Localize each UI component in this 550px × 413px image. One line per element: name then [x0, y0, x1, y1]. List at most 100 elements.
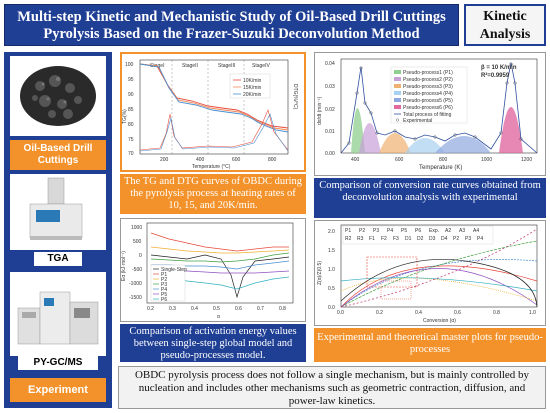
experimental-points	[347, 62, 523, 145]
tg-dtg-chart: StageI StageII StageIII StageIV 10K/min …	[120, 52, 306, 172]
tg-xlabel: Temperature (°C)	[192, 164, 231, 170]
kinetic-analysis-badge: Kinetic Analysis	[464, 4, 546, 46]
ea-legend-single: Single-Step	[161, 267, 187, 273]
ea-xtick-04: 0.4	[191, 306, 198, 312]
ea-p2	[150, 246, 290, 254]
ea-xtick-07: 0.7	[257, 306, 264, 312]
ea-p3	[150, 252, 290, 263]
mp-legend-f2: F2	[381, 236, 387, 242]
ea-legend-p1: P1	[161, 272, 167, 278]
tga-label: TGA	[34, 252, 82, 266]
deconv-ytick-001: 0.01	[325, 129, 335, 135]
mp-legend-p2: P2	[359, 228, 365, 234]
mp-legend-f1: F1	[369, 236, 375, 242]
dtg-curve-20	[139, 113, 289, 152]
mp-legend-r2: R2	[345, 236, 352, 242]
mp-xtick-06: 0.6	[454, 310, 461, 316]
mp-xtick-10: 1.0	[529, 310, 536, 316]
ea-legend-p2: P2	[161, 277, 167, 283]
deconv-legend-total: Total process of fitting	[403, 112, 452, 118]
tg-xtick-800: 800	[268, 157, 277, 163]
pygcms-card	[10, 272, 106, 356]
deconv-legend-p5: Pseudo-process5 (P5)	[403, 98, 453, 104]
deconv-legend-p6: Pseudo-process6 (P6)	[403, 105, 453, 111]
master-plots-chart: P1 P2 P3 P4 P5 P6 Exp. A2 A3 A4 R2 R3 F1…	[314, 220, 546, 326]
mp-legend-pw3: P3	[465, 236, 471, 242]
tg-ytick-90: 90	[128, 92, 134, 98]
deconv-ytick-003: 0.03	[325, 84, 335, 90]
ea-legend-p5: P5	[161, 292, 167, 298]
ea-xtick-05: 0.5	[213, 306, 220, 312]
title-banner: Multi-step Kinetic and Mechanistic Study…	[4, 4, 459, 46]
tg-curve-20	[139, 63, 289, 133]
ea-ytick-n500: -500	[132, 267, 142, 273]
tg-ytick-85: 85	[128, 107, 134, 113]
mp-legend-d3: D3	[429, 236, 436, 242]
tg-legend-15: 15K/min	[243, 85, 262, 91]
mp-xtick-04: 0.4	[415, 310, 422, 316]
mp-legend-exp: Exp.	[429, 228, 439, 234]
deconv-r2: R²=0.9959	[481, 72, 510, 79]
mp-legend-p5: P5	[401, 228, 407, 234]
tg-dtg-plot: StageI StageII StageIII StageIV 10K/min …	[122, 59, 298, 170]
mp-xtick-02: 0.2	[376, 310, 383, 316]
ea-legend-p4: P4	[161, 287, 167, 293]
mp-legend-p6: P6	[415, 228, 421, 234]
stage-3-label: StageIII	[218, 63, 235, 69]
mp-legend-d2: D2	[417, 236, 424, 242]
tga-card	[10, 174, 106, 250]
deconv-ylabel: dα/dt (min⁻¹)	[317, 96, 323, 125]
ea-ytick-n1000: -1000	[129, 281, 142, 287]
deconv-xtick-1200: 1200	[521, 157, 532, 163]
mp-ytick-00: 0.0	[328, 305, 335, 311]
deconv-ytick-004: 0.04	[325, 61, 335, 67]
ea-legend-p6: P6	[161, 297, 167, 303]
mp-legend-r3: R3	[357, 236, 364, 242]
mp-legend-p4: P4	[387, 228, 393, 234]
deconv-xtick-1000: 1000	[481, 157, 492, 163]
ea-single-step	[150, 254, 290, 299]
mp-xtick-00: 0.0	[337, 310, 344, 316]
deconv-beta: β = 10 K/min	[481, 65, 517, 71]
master-plots-plot: P1 P2 P3 P4 P5 P6 Exp. A2 A3 A4 R2 R3 F1…	[317, 224, 538, 324]
deconv-legend-p4: Pseudo-process4 (P4)	[403, 91, 453, 97]
mp-ytick-05: 0.5	[328, 286, 335, 292]
deconv-caption: Comparison of conversion rate curves obt…	[314, 178, 546, 218]
ea-ytick-0: 0	[139, 253, 142, 259]
ea-ylabel: Eα (kJ·mol⁻¹)	[121, 251, 127, 281]
tg-ytick-70: 70	[128, 151, 134, 157]
experiment-label: Experiment	[10, 378, 106, 402]
deconv-legend-p3: Pseudo-process3 (P3)	[403, 84, 453, 90]
mp-ytick-20: 2.0	[328, 229, 335, 235]
tga-instrument-icon	[29, 177, 83, 240]
mp-ytick-15: 1.5	[328, 248, 335, 254]
mp-ylabel: Z(α)/Z(0.5)	[317, 261, 323, 285]
mp-legend-p3: P3	[373, 228, 379, 234]
mp-legend-pw4: P4	[477, 236, 483, 242]
deconv-legend-p2: Pseudo-process2 (P2)	[403, 77, 453, 83]
sample-photo-card	[10, 56, 106, 136]
title-line-1: Multi-step Kinetic and Mechanistic Study…	[17, 9, 446, 25]
ea-xlabel: α	[217, 314, 220, 320]
ea-xtick-08: 0.8	[279, 306, 286, 312]
stage-4-label: StageIV	[252, 63, 270, 69]
tg-ytick-75: 75	[128, 137, 134, 143]
tg-ytick-80: 80	[128, 122, 134, 128]
ea-xtick-02: 0.2	[147, 306, 154, 312]
tg-ytick-100: 100	[125, 62, 134, 68]
badge-line-1: Kinetic	[483, 9, 527, 24]
deconvolution-plot: Pseudo-process1 (P1) Pseudo-process2 (P2…	[317, 58, 538, 171]
ea-ytick-n1500: -1500	[129, 295, 142, 301]
tg-xtick-200: 200	[160, 157, 169, 163]
ea-p1	[150, 232, 289, 252]
pygcms-instrument-icon	[17, 291, 99, 345]
badge-line-2: Analysis	[479, 27, 531, 42]
experiment-column: Oil-Based Drill Cuttings TGA PY-GC/MS Ex…	[4, 52, 112, 408]
conclusion-box: OBDC pyrolysis process does not follow a…	[118, 366, 546, 409]
mp-xtick-08: 0.8	[493, 310, 500, 316]
ea-xtick-03: 0.3	[169, 306, 176, 312]
tg-legend-20: 20K/min	[243, 92, 262, 98]
ea-legend-p3: P3	[161, 282, 167, 288]
deconvolution-chart: Pseudo-process1 (P1) Pseudo-process2 (P2…	[314, 52, 546, 176]
deconv-ytick-002: 0.02	[325, 107, 335, 113]
